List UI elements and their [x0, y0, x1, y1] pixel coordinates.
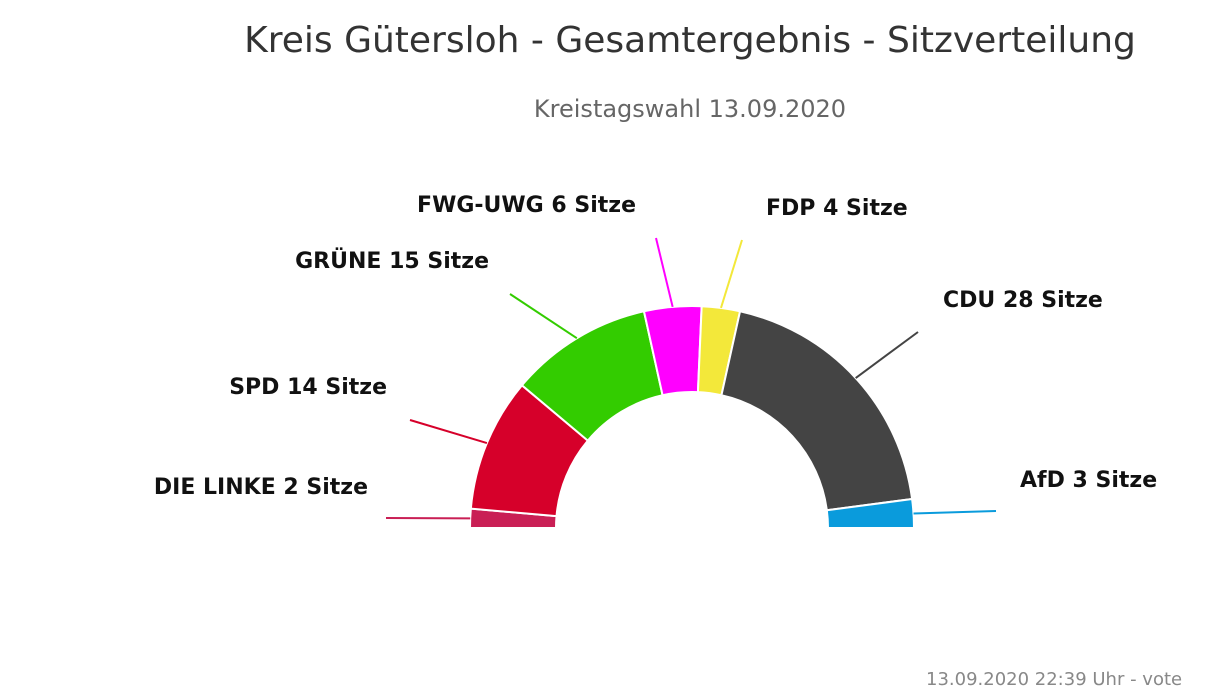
arcs — [468, 305, 916, 529]
data-label: FDP 4 Sitze — [766, 196, 908, 221]
footer: 13.09.2020 22:39 Uhr - vote — [926, 669, 1182, 690]
connector — [655, 237, 674, 308]
category-name: AfD — [1020, 468, 1065, 493]
value-label: 3 Sitze — [1073, 468, 1158, 493]
data-label: CDU 28 Sitze — [943, 288, 1103, 313]
category-name: FWG-UWG — [417, 193, 544, 218]
data-label: FWG-UWG 6 Sitze — [417, 193, 636, 218]
category-name: FDP — [766, 196, 815, 221]
category-name: DIE LINKE — [154, 475, 276, 500]
chart-subtitle: Kreistagswahl 13.09.2020 — [534, 95, 846, 123]
connector — [913, 510, 997, 515]
category-name: GRÜNE — [295, 248, 381, 274]
data-label: DIE LINKE 2 Sitze — [154, 475, 368, 500]
connector — [509, 293, 578, 340]
value-label: 14 Sitze — [287, 375, 387, 400]
connector — [409, 419, 488, 445]
value-label: 28 Sitze — [1003, 288, 1103, 313]
arc-segment — [825, 497, 916, 529]
connector — [855, 331, 919, 379]
category-name: CDU — [943, 288, 995, 313]
value-label: 2 Sitze — [283, 475, 368, 500]
data-label: SPD 14 Sitze — [229, 375, 387, 400]
data-label: GRÜNE 15 Sitze — [295, 248, 489, 274]
value-label: 6 Sitze — [551, 193, 636, 218]
arc-segment — [720, 310, 914, 512]
value-label: 15 Sitze — [389, 249, 489, 274]
value-label: 4 Sitze — [823, 196, 908, 221]
connector — [720, 239, 743, 309]
chart-title: Kreis Gütersloh - Gesamtergebnis - Sitzv… — [244, 20, 1136, 61]
category-name: SPD — [229, 375, 279, 400]
data-label: AfD 3 Sitze — [1020, 468, 1157, 493]
labels: DIE LINKE 2 Sitze SPD 14 Sitze GRÜNE 15 Si… — [154, 193, 1157, 520]
